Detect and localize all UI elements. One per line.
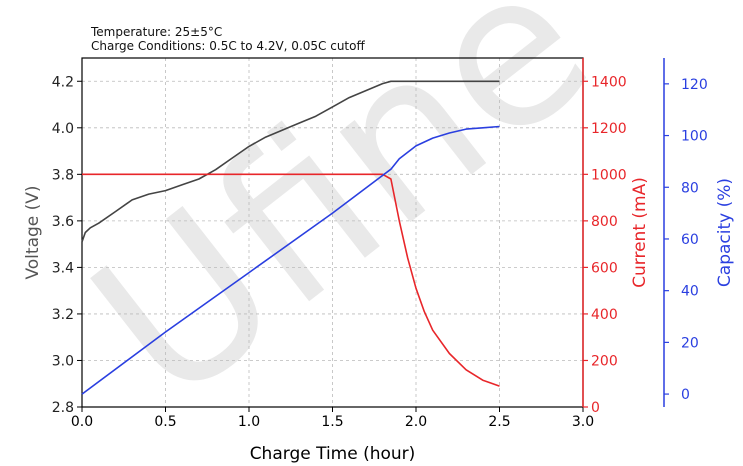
voltage-tick-label: 4.0 bbox=[52, 121, 74, 137]
current-tick-label: 0 bbox=[591, 400, 600, 416]
current-tick-label: 800 bbox=[591, 214, 618, 230]
capacity-tick-label: 0 bbox=[681, 387, 690, 403]
current-tick-label: 1000 bbox=[591, 167, 627, 183]
voltage-tick-label: 4.2 bbox=[52, 74, 74, 90]
voltage-tick-label: 2.8 bbox=[52, 400, 74, 416]
watermark: Ufine bbox=[50, 0, 633, 449]
x-tick-label: 0.5 bbox=[154, 414, 176, 430]
x-tick-label: 2.5 bbox=[488, 414, 510, 430]
grid bbox=[82, 58, 583, 407]
annotation-text: Charge Conditions: 0.5C to 4.2V, 0.05C c… bbox=[91, 39, 365, 53]
x-tick-label: 1.0 bbox=[238, 414, 260, 430]
capacity-tick-label: 40 bbox=[681, 284, 699, 300]
current-tick-label: 600 bbox=[591, 260, 618, 276]
x-tick-label: 0.0 bbox=[71, 414, 93, 430]
current-tick-label: 1400 bbox=[591, 74, 627, 90]
voltage-axis-title: Voltage (V) bbox=[23, 185, 43, 279]
axes-layer: 0.0 0.5 1.0 1.5 2.0 2.5 3.0 Charge Time (hour) 2… bbox=[23, 58, 735, 464]
x-tick-label: 3.0 bbox=[572, 414, 594, 430]
voltage-tick-label: 3.2 bbox=[52, 307, 74, 323]
capacity-tick-label: 20 bbox=[681, 335, 699, 351]
current-series-line bbox=[82, 173, 500, 387]
voltage-tick-label: 3.6 bbox=[52, 214, 74, 230]
capacity-tick-label: 100 bbox=[681, 129, 708, 145]
series-layer bbox=[81, 80, 500, 395]
watermark-layer: Ufine bbox=[50, 0, 633, 449]
x-axis-title: Charge Time (hour) bbox=[250, 444, 416, 464]
voltage-series-line bbox=[81, 80, 500, 243]
capacity-axis-title: Capacity (%) bbox=[715, 178, 735, 287]
current-tick-label: 400 bbox=[591, 307, 618, 323]
capacity-tick-label: 60 bbox=[681, 232, 699, 248]
capacity-tick-label: 120 bbox=[681, 77, 708, 93]
current-tick-label: 1200 bbox=[591, 121, 627, 137]
capacity-series-line bbox=[81, 125, 500, 395]
annotation-text: Temperature: 25±5°C bbox=[90, 25, 222, 39]
capacity-tick-label: 80 bbox=[681, 180, 699, 196]
x-tick-label: 1.5 bbox=[321, 414, 343, 430]
current-tick-label: 200 bbox=[591, 353, 618, 369]
voltage-tick-label: 3.0 bbox=[52, 353, 74, 369]
voltage-tick-label: 3.4 bbox=[52, 260, 74, 276]
x-tick-label: 2.0 bbox=[405, 414, 427, 430]
current-axis-title: Current (mA) bbox=[630, 177, 650, 288]
voltage-tick-label: 3.8 bbox=[52, 167, 74, 183]
